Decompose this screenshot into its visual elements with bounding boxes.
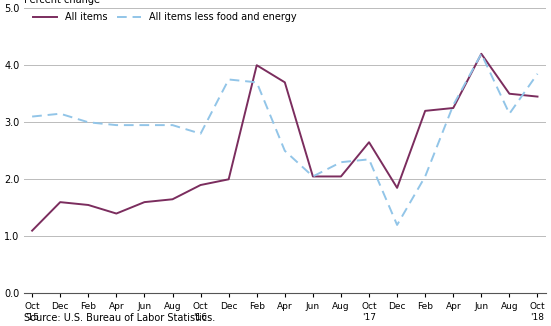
All items [506,92,513,96]
All items [85,203,91,207]
All items [450,106,457,110]
Text: Percent change: Percent change [24,0,100,5]
All items less food and energy [57,112,63,116]
All items [197,183,204,187]
All items less food and energy [366,157,372,161]
All items [366,140,372,144]
All items less food and energy [478,52,485,56]
All items less food and energy [450,103,457,107]
Text: Source: U.S. Bureau of Labor Statistics.: Source: U.S. Bureau of Labor Statistics. [24,313,215,323]
Legend: All items, All items less food and energy: All items, All items less food and energ… [29,8,301,26]
All items less food and energy [422,174,429,178]
Line: All items: All items [32,54,537,231]
All items less food and energy [506,112,513,116]
All items [253,63,260,67]
All items less food and energy [197,132,204,136]
All items [478,52,485,56]
All items [29,229,35,233]
All items [534,95,541,98]
All items [422,109,429,113]
All items [113,212,120,215]
All items [282,81,288,84]
All items [57,200,63,204]
All items less food and energy [85,120,91,124]
All items [141,200,148,204]
All items [225,177,232,181]
All items less food and energy [394,223,401,227]
All items less food and energy [282,149,288,153]
All items less food and energy [310,174,316,178]
All items less food and energy [338,160,344,164]
All items less food and energy [169,123,176,127]
All items less food and energy [29,115,35,119]
Line: All items less food and energy: All items less food and energy [32,54,537,225]
All items [169,197,176,201]
All items less food and energy [253,81,260,84]
All items less food and energy [534,72,541,76]
All items less food and energy [113,123,120,127]
All items less food and energy [225,78,232,82]
All items less food and energy [141,123,148,127]
All items [310,174,316,178]
All items [394,186,401,190]
All items [338,174,344,178]
